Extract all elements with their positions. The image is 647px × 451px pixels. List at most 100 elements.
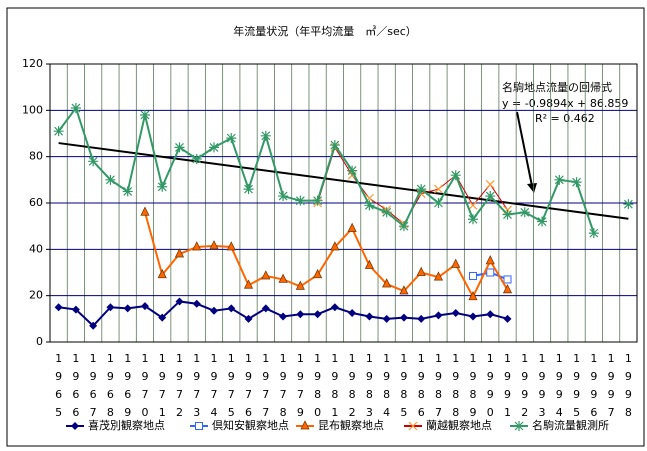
- marker: [88, 156, 99, 167]
- x-tick-label: 1981: [328, 352, 341, 424]
- marker: [329, 140, 340, 151]
- marker: [382, 314, 391, 323]
- marker: [416, 184, 427, 195]
- marker: [503, 314, 512, 323]
- marker: [364, 200, 375, 211]
- marker: [157, 181, 168, 192]
- marker: [296, 310, 305, 319]
- marker: [416, 266, 426, 276]
- marker: [503, 275, 512, 284]
- x-tick-label: 1992: [518, 352, 531, 424]
- marker: [330, 241, 340, 251]
- marker: [399, 313, 408, 322]
- series-line: [143, 212, 509, 300]
- marker: [382, 278, 392, 288]
- legend-label: 喜茂別観察地点: [88, 418, 165, 432]
- x-tick-label: 1988: [449, 352, 462, 424]
- marker: [209, 142, 220, 153]
- marker: [226, 133, 237, 144]
- marker: [300, 420, 310, 430]
- marker: [191, 153, 202, 164]
- marker: [244, 314, 253, 323]
- marker: [434, 184, 443, 194]
- marker: [434, 311, 443, 320]
- marker: [261, 304, 270, 313]
- marker: [433, 198, 444, 208]
- marker: [485, 180, 495, 189]
- marker: [209, 240, 219, 250]
- x-tick-label: 1994: [553, 352, 566, 424]
- x-tick-label: 1995: [570, 352, 583, 424]
- y-tick-label: 40: [29, 242, 43, 255]
- marker: [451, 309, 460, 318]
- marker: [433, 271, 444, 281]
- x-tick-label: 1971: [156, 352, 169, 424]
- x-tick-label: 1983: [363, 352, 376, 424]
- marker: [408, 421, 418, 431]
- marker: [295, 195, 306, 206]
- marker: [399, 285, 409, 295]
- marker: [227, 304, 236, 313]
- x-tick-label: 1974: [208, 352, 221, 424]
- marker: [123, 304, 132, 313]
- y-tick-label: 100: [22, 103, 43, 116]
- marker: [226, 241, 236, 251]
- marker: [106, 303, 115, 312]
- x-tick-label: 1978: [277, 352, 290, 424]
- marker: [468, 291, 478, 301]
- legend-label: 昆布観察地点: [318, 418, 384, 432]
- x-tick-label: 1976: [242, 352, 255, 424]
- marker: [158, 313, 167, 322]
- trend-line: [58, 142, 629, 220]
- annotation: y = -0.9894x + 86.859: [502, 97, 628, 110]
- marker: [451, 258, 461, 268]
- x-tick-label: 1997: [605, 352, 618, 424]
- y-tick-label: 0: [36, 335, 43, 348]
- marker: [381, 207, 392, 218]
- marker: [312, 195, 323, 206]
- annotation: R² = 0.462: [535, 112, 595, 125]
- arrow-head: [527, 183, 537, 193]
- marker: [278, 273, 288, 283]
- marker: [70, 103, 81, 114]
- marker: [192, 241, 202, 251]
- marker: [537, 216, 548, 227]
- x-tick-label: 1979: [294, 352, 307, 424]
- marker: [140, 206, 150, 216]
- y-tick-label: 20: [29, 289, 43, 302]
- marker: [260, 130, 271, 141]
- marker: [71, 305, 80, 314]
- x-tick-label: 1975: [225, 352, 238, 424]
- marker: [486, 310, 495, 319]
- marker: [486, 268, 495, 277]
- marker: [554, 174, 565, 185]
- x-tick-label: 1966: [69, 352, 82, 424]
- x-tick-label: 1982: [346, 352, 359, 424]
- annotation: 名駒地点流量の回帰式: [502, 80, 612, 94]
- marker: [519, 207, 530, 218]
- marker: [278, 191, 289, 202]
- marker: [330, 303, 339, 312]
- marker: [157, 269, 167, 279]
- marker: [502, 209, 513, 220]
- x-tick-label: 1991: [501, 352, 514, 424]
- marker: [261, 270, 271, 280]
- marker: [398, 221, 409, 232]
- arrow: [516, 111, 533, 187]
- marker: [623, 199, 634, 210]
- x-tick-label: 1993: [536, 352, 549, 424]
- x-tick-label: 1968: [104, 352, 117, 424]
- marker: [313, 310, 322, 319]
- marker: [588, 228, 599, 239]
- marker: [348, 309, 357, 318]
- y-tick-label: 120: [22, 57, 43, 70]
- x-tick-label: 1980: [311, 352, 324, 424]
- x-tick-label: 1985: [397, 352, 410, 424]
- marker: [174, 142, 185, 153]
- marker: [54, 303, 63, 312]
- marker: [313, 269, 323, 279]
- x-tick-label: 1973: [190, 352, 203, 424]
- marker: [122, 186, 133, 197]
